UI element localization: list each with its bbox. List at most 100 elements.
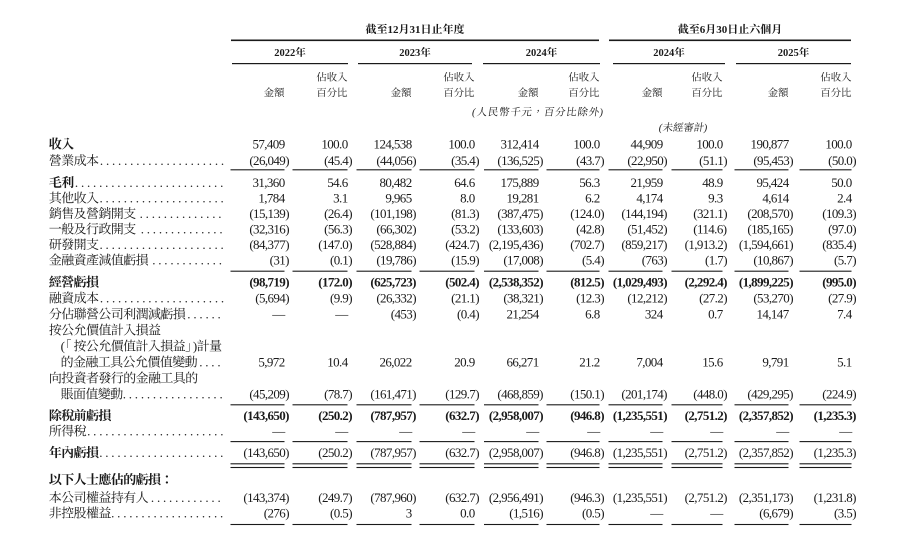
svg-text:(0.1): (0.1) [330, 253, 352, 268]
svg-text:9,791: 9,791 [762, 355, 788, 370]
svg-text:(429,295): (429,295) [747, 387, 793, 402]
svg-text:(2,751.2): (2,751.2) [685, 408, 728, 423]
svg-text:(143,650): (143,650) [243, 445, 289, 460]
svg-text:48.9: 48.9 [702, 175, 722, 190]
svg-text:(1,235.3): (1,235.3) [814, 445, 857, 460]
svg-text:9,965: 9,965 [385, 191, 411, 206]
svg-text:(2,956,491): (2,956,491) [489, 490, 543, 505]
svg-text:(38,321): (38,321) [503, 291, 543, 306]
svg-text:—: — [271, 307, 286, 322]
svg-text:324: 324 [645, 307, 664, 322]
svg-text:—: — [398, 424, 413, 439]
svg-text:124,538: 124,538 [374, 137, 412, 152]
svg-text:(109.3): (109.3) [822, 206, 856, 221]
svg-text:............: ............ [152, 253, 225, 268]
svg-text:57,409: 57,409 [252, 137, 284, 152]
svg-text:—: — [709, 424, 724, 439]
svg-text:(1,899,225): (1,899,225) [739, 275, 793, 290]
svg-text:(10,867): (10,867) [753, 253, 793, 268]
svg-text:(2,357,852): (2,357,852) [739, 408, 793, 423]
svg-text:(53.2): (53.2) [451, 222, 479, 237]
svg-text:(5,694): (5,694) [255, 291, 289, 306]
svg-text:(2,538,352): (2,538,352) [489, 275, 543, 290]
svg-text:(26.4): (26.4) [324, 206, 352, 221]
svg-text:(43.7): (43.7) [576, 153, 604, 168]
svg-text:2023: 2023 [399, 48, 420, 59]
svg-text:(95,453): (95,453) [753, 153, 793, 168]
svg-text:6.2: 6.2 [585, 191, 600, 206]
svg-text:—: — [271, 424, 286, 439]
svg-text:.....................: ..................... [100, 191, 227, 206]
svg-text:.....................: ..................... [100, 153, 227, 168]
svg-text:(387,475): (387,475) [497, 206, 543, 221]
svg-text:(1,029,493): (1,029,493) [613, 275, 667, 290]
svg-text:(1,913.2): (1,913.2) [685, 237, 728, 252]
svg-text:100.0: 100.0 [448, 137, 474, 152]
svg-text:(321.1): (321.1) [693, 206, 727, 221]
svg-text:10.4: 10.4 [327, 355, 348, 370]
svg-text:(42.8): (42.8) [576, 222, 604, 237]
svg-text:(702.7): (702.7) [570, 237, 604, 252]
svg-text:(0.5): (0.5) [330, 506, 352, 521]
svg-text:(15,139): (15,139) [249, 206, 289, 221]
svg-text:(114.6): (114.6) [693, 222, 726, 237]
svg-text:(502.4): (502.4) [445, 275, 479, 290]
svg-text:—: — [649, 424, 664, 439]
svg-text:.........................: ......................... [75, 175, 226, 190]
svg-text:100.0: 100.0 [696, 137, 722, 152]
svg-text:(26,049): (26,049) [249, 153, 289, 168]
svg-text:190,877: 190,877 [751, 137, 790, 152]
svg-text:100.0: 100.0 [825, 137, 851, 152]
svg-text:(2,195,436): (2,195,436) [489, 237, 543, 252]
svg-text:(2,292.4): (2,292.4) [685, 275, 728, 290]
svg-text:(946.8): (946.8) [570, 445, 604, 460]
svg-text:(185,165): (185,165) [747, 222, 793, 237]
svg-text:2025: 2025 [778, 48, 799, 59]
svg-text:(143,374): (143,374) [243, 490, 289, 505]
svg-text:56.3: 56.3 [579, 175, 599, 190]
svg-text:(2,958,007): (2,958,007) [489, 408, 543, 423]
svg-text:(859,217): (859,217) [621, 237, 667, 252]
svg-text:): ) [193, 339, 197, 354]
svg-text:(1.7): (1.7) [705, 253, 727, 268]
svg-text:0.0: 0.0 [460, 506, 475, 521]
svg-text:21,254: 21,254 [506, 307, 539, 322]
svg-text:..............: .............. [140, 206, 225, 221]
svg-text:44,909: 44,909 [630, 137, 662, 152]
svg-text:(201,174): (201,174) [621, 387, 667, 402]
svg-text:(172.0): (172.0) [318, 275, 352, 290]
svg-text:(448.0): (448.0) [693, 387, 727, 402]
svg-text:(66,302): (66,302) [376, 222, 416, 237]
svg-text:2.4: 2.4 [837, 191, 853, 206]
svg-text:(161,471): (161,471) [370, 387, 416, 402]
svg-text:...................: ................... [111, 506, 226, 521]
svg-text:21,959: 21,959 [630, 175, 662, 190]
svg-text:(144,194): (144,194) [621, 206, 667, 221]
svg-text:(12.3): (12.3) [576, 291, 604, 306]
svg-text:(26,332): (26,332) [376, 291, 416, 306]
svg-text:2024: 2024 [653, 48, 675, 59]
svg-text:(32,316): (32,316) [249, 222, 289, 237]
svg-text:3: 3 [406, 506, 412, 521]
svg-text:(250.2): (250.2) [318, 408, 352, 423]
svg-text:(5.7): (5.7) [834, 253, 856, 268]
svg-text:(0.5): (0.5) [582, 506, 604, 521]
svg-text:(249.7): (249.7) [318, 490, 352, 505]
svg-text:(143,650): (143,650) [243, 408, 289, 423]
svg-text:(136,525): (136,525) [497, 153, 543, 168]
svg-text:(129.7): (129.7) [445, 387, 479, 402]
svg-text:(0.4): (0.4) [457, 307, 479, 322]
svg-text:2024: 2024 [526, 48, 548, 59]
svg-text:0.7: 0.7 [708, 307, 724, 322]
svg-text:(625,723): (625,723) [370, 275, 416, 290]
svg-text:(31): (31) [270, 253, 290, 268]
svg-text:9.3: 9.3 [708, 191, 723, 206]
svg-text:......: ...... [187, 307, 223, 322]
svg-text:175,889: 175,889 [501, 175, 539, 190]
svg-text:....: .... [199, 355, 223, 370]
svg-text:.................: ................. [123, 387, 226, 402]
svg-text:7.4: 7.4 [837, 307, 853, 322]
svg-text:(2,351,173): (2,351,173) [739, 490, 793, 505]
svg-text:(101,198): (101,198) [370, 206, 416, 221]
svg-text:(2,958,007): (2,958,007) [489, 445, 543, 460]
